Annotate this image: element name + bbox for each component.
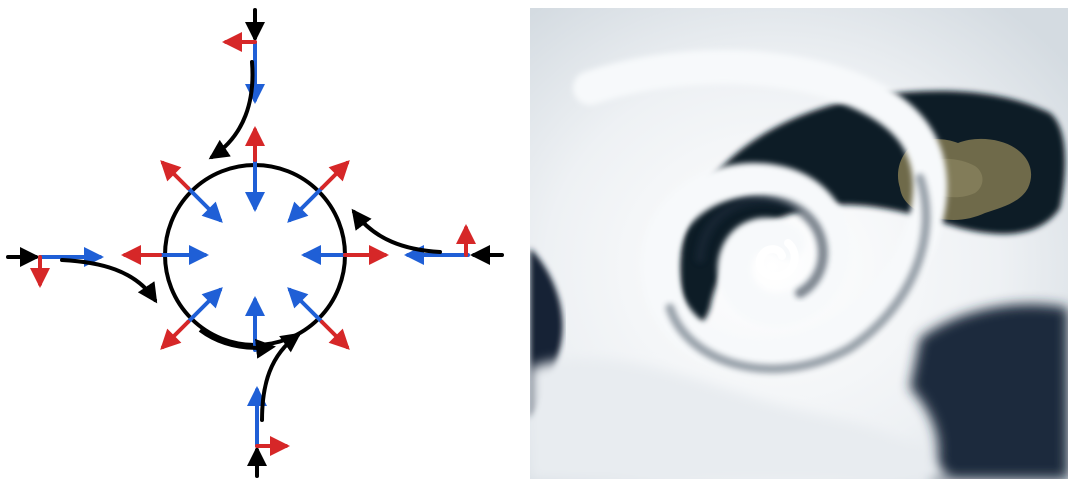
flow-left: [6, 247, 158, 304]
pressure-arrow-upper-right: [287, 186, 324, 223]
flow-right: [351, 208, 504, 265]
flow-bottom: [247, 332, 302, 478]
flow-curve-right: [351, 208, 442, 254]
spiral-band-inner: [755, 239, 799, 281]
pressure-arrow-upper-left: [186, 186, 223, 223]
ring-arrows: [121, 126, 389, 352]
coriolis-arrow-lower-right: [320, 320, 350, 350]
spiral-band-shadow: [695, 195, 828, 298]
ocean-region-lower: [910, 304, 1068, 479]
flow-curve-lower: [198, 328, 276, 359]
flow-curve-left: [60, 258, 158, 304]
spiral-band-outer: [573, 50, 947, 373]
lower-cloud-sheet: [530, 358, 950, 479]
coriolis-arrow-upper-right: [320, 160, 350, 190]
pressure-arrow-lower-right: [287, 287, 324, 324]
spiral-bands: [573, 50, 947, 374]
cyclone-satellite-image: [530, 8, 1068, 479]
coriolis-arrow-lower-left: [160, 320, 190, 350]
flow-curve-top: [208, 60, 255, 160]
pressure-arrow-lower-left: [186, 287, 223, 324]
low-pressure-force-diagram: [6, 8, 504, 478]
cyclone-illustration: [530, 8, 1068, 479]
flow-curve-bottom: [260, 332, 302, 422]
flow-top: [208, 8, 265, 160]
spiral-band-shadow-2: [665, 173, 931, 374]
coriolis-arrow-upper-left: [160, 160, 190, 190]
